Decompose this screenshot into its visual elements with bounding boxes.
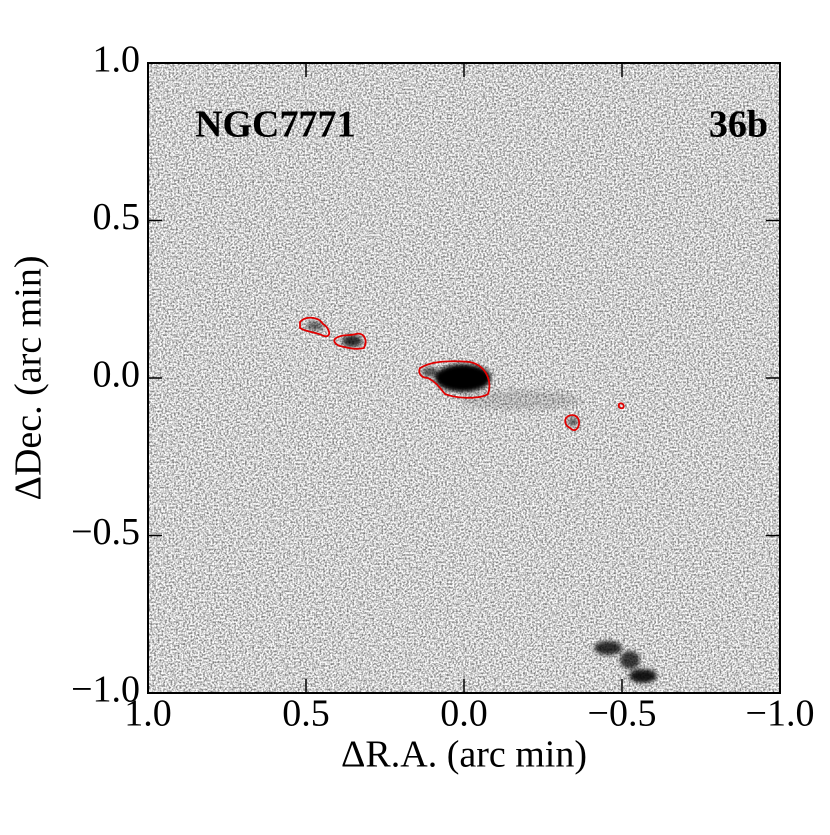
y-tick-label: −1.0 xyxy=(71,669,140,711)
image xyxy=(148,63,780,693)
y-tick-label: 0.0 xyxy=(93,354,141,396)
x-tick-label: −0.5 xyxy=(588,693,657,735)
contours xyxy=(299,316,625,431)
annotation: 36b xyxy=(709,104,768,146)
y-tick-label: 1.0 xyxy=(93,39,141,81)
y-tick-label: 0.5 xyxy=(93,196,141,238)
x-tick-label: −1.0 xyxy=(746,693,815,735)
y-axis-label: ΔDec. (arc min) xyxy=(8,256,50,501)
x-tick-label: 1.0 xyxy=(124,693,172,735)
x-axis-label: ΔR.A. (arc min) xyxy=(341,734,587,776)
annotation: NGC7771 xyxy=(195,104,355,146)
x-tick-label: 0.5 xyxy=(282,693,330,735)
y-tick-label: −0.5 xyxy=(71,511,140,553)
x-tick-label: 0.0 xyxy=(440,693,488,735)
